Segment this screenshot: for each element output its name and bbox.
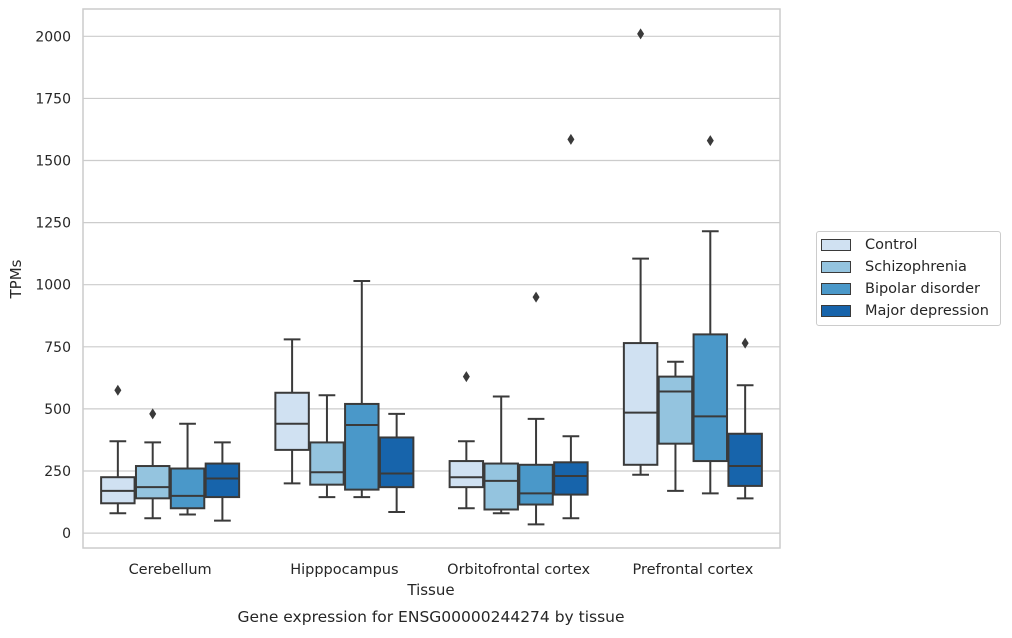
- outlier-point: [741, 337, 749, 349]
- box-2-0: [448, 371, 485, 510]
- y-tick-label: 750: [44, 340, 71, 356]
- outlier-point: [567, 133, 575, 145]
- legend-item-schizophrenia: Schizophrenia: [821, 256, 1001, 278]
- legend-label: Major depression: [865, 303, 989, 319]
- box-0-2: [169, 422, 206, 516]
- outlier-point: [149, 408, 157, 420]
- x-tick-label: Orbitofrontal cortex: [447, 562, 590, 578]
- box-body: [448, 460, 485, 489]
- box-body: [622, 342, 659, 466]
- plot-frame: [82, 8, 781, 549]
- legend-label: Control: [865, 237, 918, 253]
- box-1-3: [378, 412, 415, 513]
- y-tick-label: 1750: [35, 91, 71, 107]
- outlier-point: [706, 135, 714, 147]
- box-1-2: [344, 279, 380, 499]
- box-elements: [100, 28, 763, 526]
- y-tick-label: 1250: [35, 216, 71, 232]
- chart-title: Gene expression for ENSG00000244274 by t…: [237, 608, 624, 626]
- legend-label: Schizophrenia: [865, 259, 967, 275]
- legend-swatch: [821, 239, 851, 251]
- box-body: [274, 391, 310, 451]
- legend-item-control: Control: [821, 234, 1001, 256]
- box-1-1: [309, 394, 345, 499]
- x-tick-label: Prefrontal cortex: [632, 562, 753, 578]
- y-tick-label: 500: [44, 402, 71, 418]
- y-tick-label: 2000: [35, 29, 71, 45]
- box-body: [378, 436, 415, 489]
- legend-swatch: [821, 305, 851, 317]
- box-body: [309, 441, 345, 486]
- box-3-2: [692, 135, 729, 495]
- legend-label: Bipolar disorder: [865, 281, 980, 297]
- box-3-3: [727, 337, 763, 500]
- box-body: [657, 375, 694, 445]
- box-body: [483, 462, 519, 511]
- box-2-1: [483, 395, 519, 515]
- box-3-0: [622, 28, 659, 476]
- x-axis-label: Tissue: [406, 581, 454, 599]
- box-body: [344, 402, 380, 491]
- box-body: [134, 465, 171, 500]
- legend: Control Schizophrenia Bipolar disorder M…: [816, 231, 1001, 326]
- box-body: [169, 467, 206, 510]
- outlier-point: [637, 28, 645, 40]
- box-2-2: [518, 291, 554, 526]
- y-tick-label: 0: [62, 526, 71, 542]
- legend-item-bipolar-disorder: Bipolar disorder: [821, 278, 1001, 300]
- y-axis-label: TPMs: [7, 259, 25, 299]
- outlier-point: [114, 384, 122, 396]
- box-body: [204, 462, 241, 499]
- legend-item-major-depression: Major depression: [821, 300, 1001, 322]
- outlier-point: [532, 291, 540, 303]
- x-tick-label: Hipppocampus: [290, 562, 398, 578]
- box-1-0: [274, 338, 310, 485]
- y-tick-label: 250: [44, 464, 71, 480]
- box-body: [692, 333, 729, 463]
- x-tick-labels: Cerebellum Hipppocampus Orbitofrontal cort…: [129, 562, 754, 578]
- box-3-1: [657, 360, 694, 492]
- box-0-0: [100, 384, 136, 515]
- outlier-point: [462, 371, 470, 383]
- x-tick-label: Cerebellum: [129, 562, 212, 578]
- box-0-3: [204, 441, 241, 522]
- legend-swatch: [821, 283, 851, 295]
- y-tick-labels: 0 250 500 750 1000 1250 1500 1750 2000: [35, 29, 71, 542]
- box-body: [553, 461, 589, 496]
- y-tick-label: 1500: [35, 154, 71, 170]
- legend-swatch: [821, 261, 851, 273]
- box-body: [518, 463, 554, 506]
- box-0-1: [134, 408, 171, 520]
- y-tick-label: 1000: [35, 278, 71, 294]
- box-body: [727, 432, 763, 487]
- box-2-3: [553, 133, 589, 520]
